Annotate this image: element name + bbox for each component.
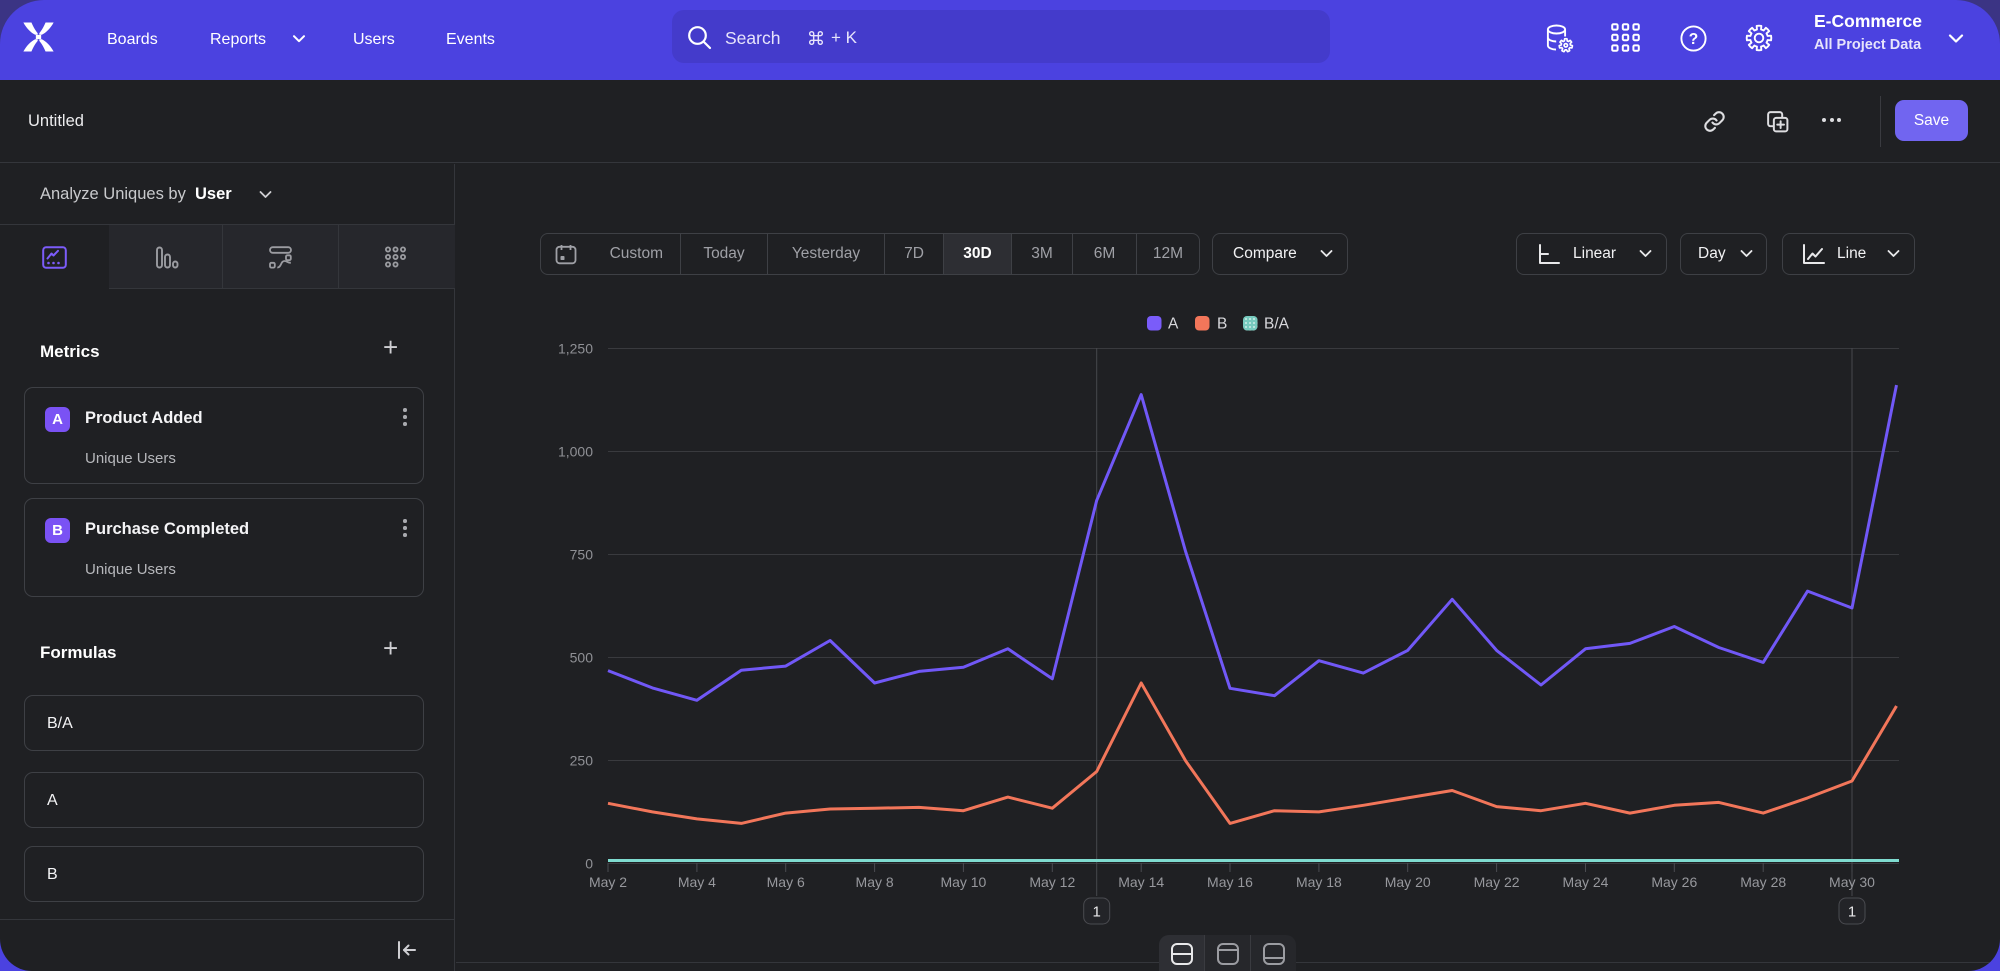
svg-text:May 6: May 6 — [767, 874, 805, 890]
svg-text:1,000: 1,000 — [558, 444, 593, 460]
svg-text:May 24: May 24 — [1563, 874, 1609, 890]
svg-text:May 20: May 20 — [1385, 874, 1431, 890]
svg-text:May 30: May 30 — [1829, 874, 1875, 890]
svg-text:1,250: 1,250 — [558, 341, 593, 357]
svg-text:May 8: May 8 — [856, 874, 894, 890]
svg-text:May 18: May 18 — [1296, 874, 1342, 890]
svg-text:May 10: May 10 — [940, 874, 986, 890]
svg-text:?: ? — [1689, 31, 1698, 48]
svg-text:May 2: May 2 — [589, 874, 627, 890]
svg-text:May 22: May 22 — [1474, 874, 1520, 890]
svg-text:250: 250 — [570, 753, 594, 769]
svg-text:500: 500 — [570, 650, 594, 666]
svg-text:B/A: B/A — [1264, 316, 1290, 333]
svg-text:1: 1 — [1848, 904, 1856, 921]
svg-text:May 28: May 28 — [1740, 874, 1786, 890]
svg-text:B: B — [1217, 316, 1227, 333]
svg-text:May 26: May 26 — [1651, 874, 1697, 890]
svg-text:A: A — [1168, 316, 1179, 333]
svg-text:May 12: May 12 — [1029, 874, 1075, 890]
svg-text:750: 750 — [570, 547, 594, 563]
svg-text:May 14: May 14 — [1118, 874, 1164, 890]
svg-text:May 16: May 16 — [1207, 874, 1253, 890]
svg-text:0: 0 — [585, 856, 593, 872]
svg-text:May 4: May 4 — [678, 874, 716, 890]
svg-text:1: 1 — [1093, 904, 1101, 921]
